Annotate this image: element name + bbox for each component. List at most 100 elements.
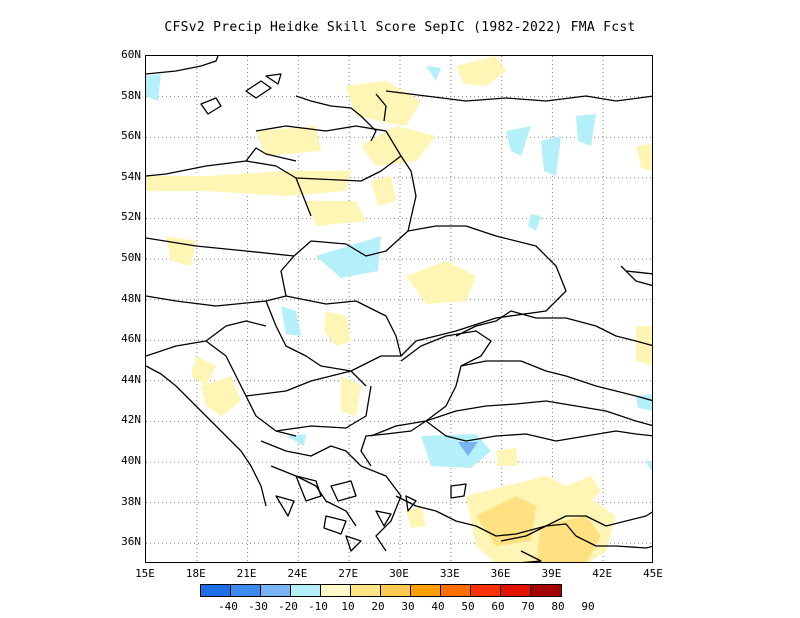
shade-positive bbox=[496, 448, 518, 466]
colorbar-swatch bbox=[441, 585, 471, 596]
lon-tick-label: 24E bbox=[287, 567, 308, 580]
lon-tick-label: 30E bbox=[389, 567, 409, 580]
coastline bbox=[323, 515, 347, 535]
coastline bbox=[460, 360, 652, 402]
shade-negative bbox=[426, 66, 441, 81]
coastline bbox=[455, 310, 652, 347]
lon-tick-label: 21E bbox=[236, 567, 257, 580]
coastline bbox=[295, 95, 377, 142]
colorbar-label: 30 bbox=[401, 600, 415, 613]
colorbar-label: -20 bbox=[278, 600, 298, 613]
border bbox=[625, 270, 652, 275]
lon-tick-label: 18E bbox=[185, 567, 206, 580]
shade-positive bbox=[146, 171, 351, 196]
border bbox=[575, 535, 652, 549]
lat-tick-label: 38N bbox=[121, 494, 141, 508]
coastline bbox=[450, 483, 467, 499]
coastline bbox=[375, 93, 387, 122]
coastline bbox=[275, 495, 295, 517]
shade-positive bbox=[566, 476, 601, 506]
colorbar-label: -40 bbox=[218, 600, 238, 613]
colorbar-label: 90 bbox=[581, 600, 595, 613]
lat-tick-label: 60N bbox=[121, 48, 141, 61]
shade-positive-strong bbox=[536, 516, 601, 562]
map-canvas bbox=[146, 56, 652, 562]
border bbox=[146, 237, 312, 257]
lat-tick-label: 48N bbox=[121, 291, 141, 305]
coastlines-and-borders bbox=[146, 56, 652, 562]
coastline bbox=[270, 465, 357, 527]
lat-tick-label: 58N bbox=[121, 88, 141, 102]
shade-negative-strong bbox=[458, 442, 478, 456]
border bbox=[245, 160, 312, 217]
shade-negative bbox=[541, 136, 561, 176]
colorbar-label: 60 bbox=[491, 600, 505, 613]
coastline bbox=[265, 73, 282, 85]
shade-negative bbox=[286, 434, 306, 446]
colorbar-label: 50 bbox=[461, 600, 475, 613]
coastline bbox=[255, 125, 357, 132]
coastline bbox=[330, 480, 357, 502]
lon-tick-label: 15E bbox=[135, 567, 155, 580]
lon-tick-label: 45E bbox=[643, 567, 663, 580]
border bbox=[605, 511, 652, 527]
lon-tick-label: 27E bbox=[338, 567, 359, 580]
coastline bbox=[260, 440, 362, 467]
lon-tick-label: 42E bbox=[592, 567, 613, 580]
coastline bbox=[385, 90, 652, 102]
shade-negative bbox=[528, 214, 541, 231]
shade-positive bbox=[456, 56, 506, 86]
lat-tick-label: 40N bbox=[121, 454, 141, 467]
colorbar-label: 80 bbox=[551, 600, 565, 613]
border bbox=[355, 125, 417, 232]
border bbox=[275, 385, 372, 432]
border bbox=[146, 320, 267, 357]
shade-positive bbox=[636, 326, 652, 366]
colorbar-swatch bbox=[501, 585, 531, 596]
colorbar-swatch bbox=[231, 585, 261, 596]
colorbar-swatch bbox=[531, 585, 561, 596]
coastline bbox=[146, 56, 219, 75]
coastline bbox=[245, 80, 272, 99]
lat-tick-label: 44N bbox=[121, 372, 141, 386]
lat-tick-label: 54N bbox=[121, 169, 141, 183]
shade-positive bbox=[406, 261, 476, 304]
shade-negative bbox=[646, 461, 652, 473]
shade-positive bbox=[191, 356, 216, 386]
coastline bbox=[370, 400, 652, 437]
lat-tick-label: 50N bbox=[121, 251, 141, 264]
border bbox=[620, 265, 652, 287]
colorbar-label: -10 bbox=[308, 600, 328, 613]
colorbar-swatch bbox=[381, 585, 411, 596]
colorbar-swatch bbox=[201, 585, 231, 596]
map-panel bbox=[145, 55, 653, 563]
shade-negative bbox=[316, 236, 381, 278]
colorbar-swatch bbox=[291, 585, 321, 596]
coastline bbox=[295, 475, 322, 502]
shade-positive bbox=[201, 376, 241, 416]
coastline bbox=[425, 420, 652, 442]
shade-negative bbox=[636, 394, 652, 411]
coastline bbox=[360, 465, 402, 552]
shade-positive bbox=[371, 176, 396, 206]
lat-tick-label: 52N bbox=[121, 210, 141, 224]
coastline bbox=[500, 523, 577, 542]
lat-tick-label: 46N bbox=[121, 332, 141, 346]
border bbox=[146, 255, 295, 307]
lat-tick-label: 42N bbox=[121, 413, 141, 427]
lon-tick-label: 33E bbox=[439, 567, 460, 580]
coastline bbox=[345, 535, 362, 552]
skill-shading bbox=[146, 56, 652, 562]
lat-tick-label: 56N bbox=[121, 129, 141, 143]
lon-tick-label: 36E bbox=[490, 567, 511, 580]
lat-tick-label: 36N bbox=[121, 535, 141, 549]
colorbar-label: 70 bbox=[521, 600, 535, 613]
border bbox=[295, 155, 402, 182]
coastline bbox=[405, 495, 417, 512]
shade-negative bbox=[576, 114, 596, 146]
coastline bbox=[200, 97, 222, 115]
shade-positive bbox=[324, 311, 351, 346]
lon-tick-label: 39E bbox=[541, 567, 562, 580]
colorbar bbox=[200, 584, 562, 597]
shade-negative bbox=[281, 306, 301, 336]
